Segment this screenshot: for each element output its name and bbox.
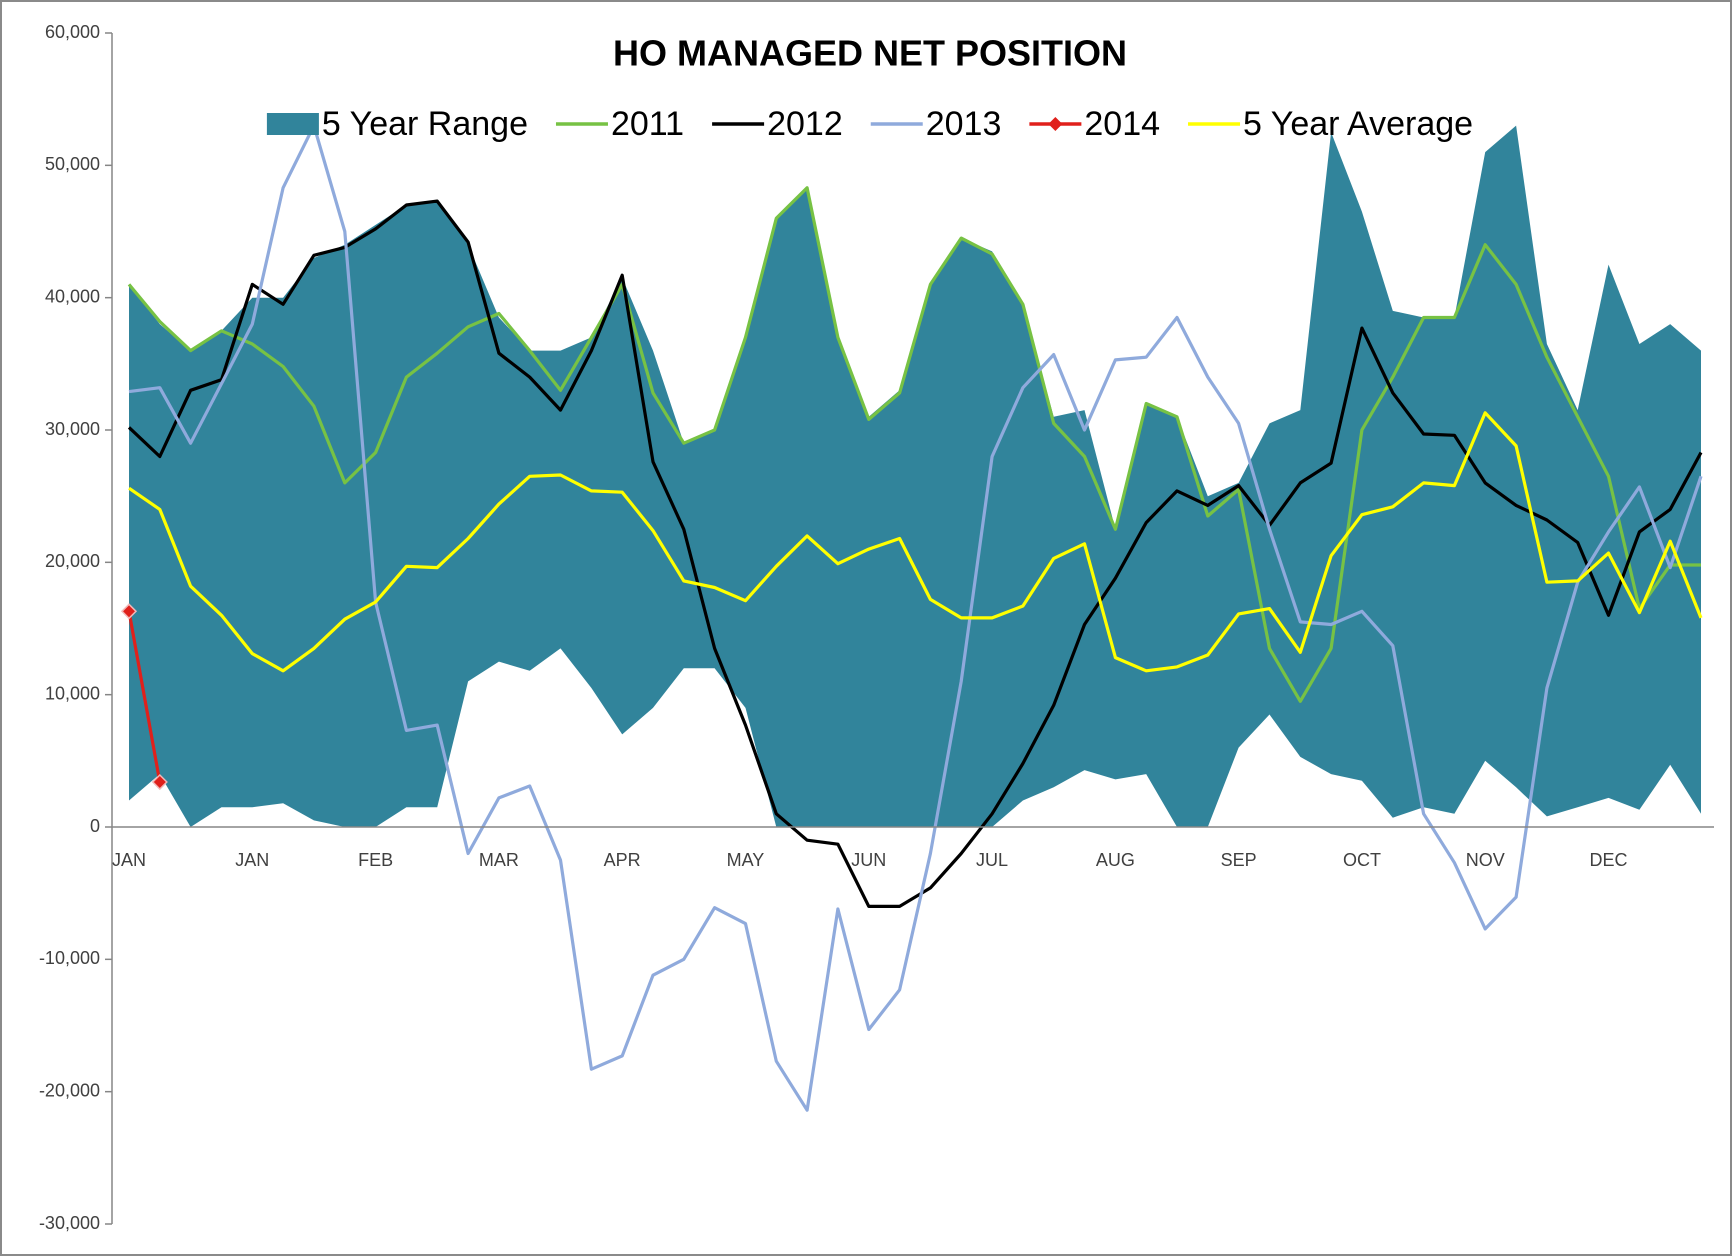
x-tick-label: JAN [235, 850, 269, 870]
y-tick-label: 20,000 [45, 551, 100, 571]
range-area [129, 125, 1701, 828]
legend: 5 Year Range 2011 2012 2013 2014 5 Year Avera… [266, 105, 1473, 143]
legend-item: 2013 [870, 105, 1002, 143]
x-tick-label: JUN [851, 850, 886, 870]
y-tick-label: 50,000 [45, 154, 100, 174]
y-tick-label: -30,000 [39, 1213, 100, 1233]
y-tick-label: 30,000 [45, 419, 100, 439]
series-line [127, 611, 162, 783]
legend-label: 5 Year Average [1243, 105, 1473, 143]
chart-title: HO MANAGED NET POSITION [613, 33, 1127, 74]
series-line [127, 186, 1701, 703]
legend-item: 2011 [555, 105, 684, 143]
y-tick-label: 10,000 [45, 683, 100, 703]
legend-label: 2012 [767, 105, 843, 143]
legend-label: 2014 [1084, 105, 1160, 143]
y-tick-label: -20,000 [39, 1080, 100, 1100]
series-marker [120, 603, 138, 620]
x-tick-label: JUL [976, 850, 1008, 870]
x-tick-label: FEB [358, 850, 393, 870]
x-tick-label: OCT [1343, 850, 1381, 870]
y-tick-label: 0 [90, 816, 100, 836]
legend-item: 2014 [1029, 105, 1160, 143]
x-tick-label: MAY [727, 850, 765, 870]
series-line [128, 411, 1703, 673]
x-tick-label: AUG [1096, 850, 1135, 870]
x-tick-label: JAN [112, 850, 146, 870]
y-tick-label: -10,000 [39, 948, 100, 968]
legend-label: 2013 [926, 105, 1002, 143]
series-line [128, 124, 1703, 1112]
legend-item: 2012 [712, 105, 843, 143]
x-tick-label: DEC [1590, 850, 1628, 870]
x-tick-label: SEP [1221, 850, 1257, 870]
series-line [127, 199, 1703, 908]
y-tick-label: 60,000 [45, 22, 100, 42]
x-tick-label: APR [604, 850, 641, 870]
legend-item: 5 Year Average [1188, 105, 1473, 143]
legend-item: 5 Year Range [266, 105, 528, 143]
plot-area: -30,000 -20,000 -10,000 0 10,000 20,000 30,000… [39, 22, 1714, 1233]
x-tick-label: NOV [1466, 850, 1505, 870]
legend-marker [1048, 117, 1063, 131]
legend-label: 2011 [611, 105, 684, 143]
y-tick-label: 40,000 [45, 286, 100, 306]
legend-swatch [266, 113, 319, 135]
x-tick-label: MAR [479, 850, 519, 870]
legend-label: 5 Year Range [322, 105, 528, 143]
series-marker [151, 773, 168, 791]
